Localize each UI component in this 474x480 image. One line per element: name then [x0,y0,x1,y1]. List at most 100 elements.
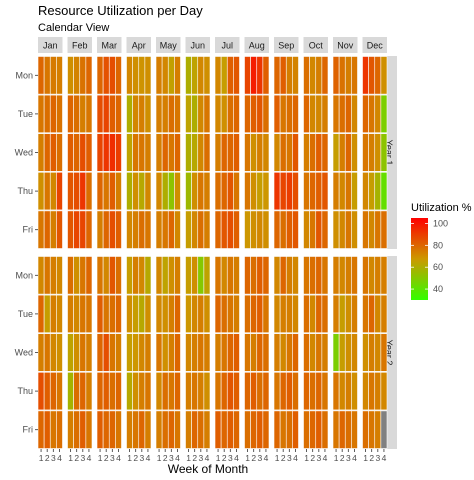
heat-cell [174,410,181,449]
heat-cell [144,172,152,211]
heat-cell [344,172,352,211]
heat-cell [96,294,104,334]
heat-cell [167,56,175,95]
heat-cell [292,56,299,95]
heat-cell [262,294,270,334]
heat-cell [79,256,87,295]
heat-cell [43,371,51,411]
weekday-axes: Mon Tue Wed Thu Fri Mon Tue Wed Thu Fri [15,70,38,435]
heat-cell [138,210,146,249]
heat-cell [191,172,199,211]
week-label: 2 [192,453,197,463]
heat-cell [132,256,140,295]
heat-cell [85,371,93,411]
heat-cell [138,371,146,411]
heat-cell [338,333,346,372]
heat-cell [273,94,281,133]
heat-cell [185,333,192,372]
heat-cell [79,210,87,249]
week-label: 3 [375,453,380,463]
heat-cell [185,256,192,295]
heat-cell [102,56,110,95]
heat-cell [374,133,382,172]
heat-cell [115,56,122,95]
heat-cell [351,371,358,411]
heat-cell [96,256,104,295]
heat-cell [380,172,388,211]
heat-cell [226,371,234,411]
heat-cell [321,294,329,334]
heat-cell [309,133,317,172]
month-strip [38,37,63,53]
heat-cell [321,172,329,211]
heat-cell [250,56,258,95]
heat-cell [262,56,270,95]
week-label: 4 [293,453,298,463]
heat-cell [132,294,140,334]
week-label: 1 [39,453,44,463]
week-label: 2 [281,453,286,463]
heat-cell [49,94,57,133]
legend-tick-label: 80 [433,240,443,250]
heat-cell [332,371,340,411]
heat-cell [203,410,211,449]
week-label: 2 [369,453,374,463]
heat-cell [362,294,369,334]
heat-cell [67,333,74,372]
heat-cell [49,333,57,372]
heat-cell [126,371,133,411]
heat-cell [380,133,388,172]
legend-tick-label: 40 [433,284,443,294]
heat-cell [56,56,63,95]
heat-cell [85,133,93,172]
heat-cell [374,256,382,295]
heat-cell [262,172,270,211]
heat-cell [344,294,352,334]
week-label: 4 [234,453,239,463]
heat-cell [233,333,240,372]
heat-cell [49,294,57,334]
heat-cell [226,294,234,334]
heat-cell [321,256,329,295]
heat-cell [338,133,346,172]
heat-cell [226,210,234,249]
heat-cell [332,294,340,334]
heat-cell [250,333,258,372]
heat-cell [56,94,63,133]
heat-cell [338,410,346,449]
week-label: 2 [251,453,256,463]
week-label: 4 [323,453,328,463]
chart-subtitle: Calendar View [38,22,109,34]
heat-cell [285,371,293,411]
heat-cell [303,172,310,211]
heat-cell [368,56,376,95]
heat-cell [315,133,323,172]
month-label: Jan [43,41,58,51]
heat-cell [96,210,104,249]
heat-cell [37,210,45,249]
heat-cell [344,410,352,449]
heat-cell [96,172,104,211]
heat-cell [338,94,346,133]
heat-cell [144,294,152,334]
heat-cell [214,210,222,249]
heat-cell [338,294,346,334]
heat-cell [315,172,323,211]
heat-cell [85,94,93,133]
heat-cell [279,56,287,95]
heat-cell [161,333,169,372]
heat-cell [338,172,346,211]
heat-cell [332,133,340,172]
heat-cell [144,256,152,295]
heat-cell [126,210,133,249]
heat-cell [174,172,181,211]
heat-cell [321,133,329,172]
heat-cell [374,172,382,211]
heat-cell [73,133,81,172]
heat-cell [43,133,51,172]
heat-cell [37,371,45,411]
heat-cell [174,94,181,133]
heat-cell [115,256,122,295]
